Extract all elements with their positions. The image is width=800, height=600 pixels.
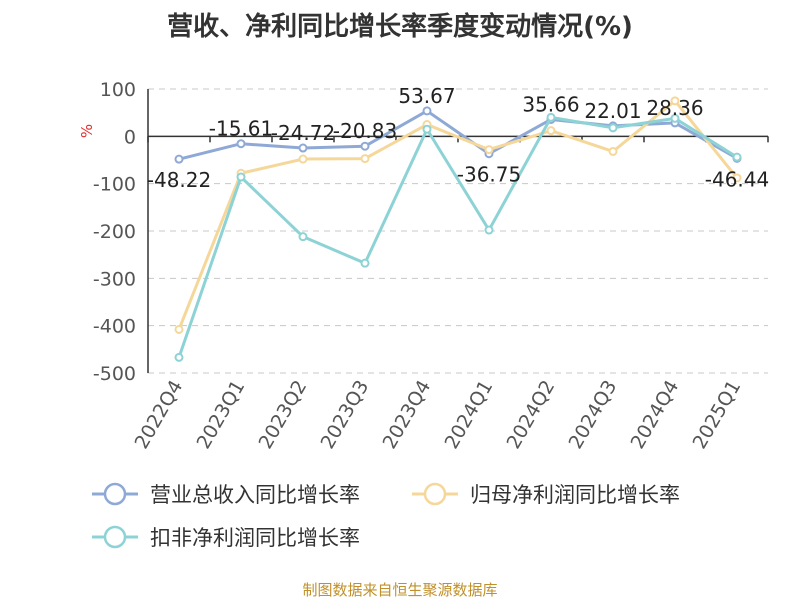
data-label: -15.61 (209, 117, 273, 141)
data-point (732, 173, 742, 183)
x-tick-label: 2024Q4 (627, 377, 684, 453)
data-label: 28.36 (646, 96, 703, 120)
chart-title: 营收、净利同比增长率季度变动情况(%) (167, 12, 633, 42)
data-label: -36.75 (457, 163, 521, 187)
data-point (174, 352, 184, 362)
x-tick-label: 2022Q4 (131, 377, 188, 453)
x-tick-label: 2024Q3 (565, 377, 622, 453)
y-axis-label: % (78, 124, 96, 138)
data-point (360, 258, 370, 268)
y-tick-label: -100 (93, 174, 136, 196)
series-line-2 (177, 99, 739, 331)
data-label: 22.01 (584, 99, 641, 123)
data-point (608, 123, 618, 133)
data-point (546, 126, 556, 136)
data-point (670, 113, 680, 123)
series-lines (174, 96, 742, 362)
data-point (236, 172, 246, 182)
data-label: -20.83 (333, 119, 397, 143)
series-line-3 (177, 115, 738, 358)
legend-marker (103, 482, 127, 506)
y-tick-label: -300 (93, 268, 136, 290)
data-point (298, 154, 308, 164)
data-label: 35.66 (522, 92, 579, 116)
x-tick-label: 2023Q2 (255, 377, 312, 453)
x-tick-label: 2024Q1 (441, 377, 498, 453)
x-tick-label: 2023Q3 (317, 377, 374, 453)
data-point (360, 141, 370, 151)
x-tick-label: 2025Q1 (689, 377, 746, 453)
legend-marker (103, 525, 127, 549)
data-label: -48.22 (147, 168, 211, 192)
grid-lines (148, 88, 768, 374)
legend-label: 归母净利润同比增长率 (470, 483, 680, 507)
data-point (422, 106, 432, 116)
legend-label: 营业总收入同比增长率 (150, 483, 360, 507)
data-point (484, 145, 494, 155)
data-point (484, 225, 494, 235)
data-label: -46.44 (705, 167, 769, 191)
y-tick-label: -200 (93, 221, 136, 243)
data-point (174, 154, 184, 164)
data-point (298, 232, 308, 242)
data-point (236, 139, 246, 149)
source-note: 制图数据来自恒生聚源数据库 (302, 581, 498, 599)
data-point (360, 154, 370, 164)
legend-label: 扣非净利润同比增长率 (150, 526, 360, 550)
data-point (670, 96, 680, 106)
y-tick-label: -500 (93, 363, 136, 385)
data-point (608, 146, 618, 156)
y-tick-label: 100 (100, 79, 136, 101)
x-tick-label: 2024Q2 (503, 377, 560, 453)
x-tick-label: 2023Q4 (379, 377, 436, 453)
x-tick-label: 2023Q1 (193, 377, 250, 453)
data-point (298, 143, 308, 153)
data-label: 53.67 (398, 84, 455, 108)
data-point (174, 324, 184, 334)
y-tick-label: -400 (93, 316, 136, 338)
data-point (732, 152, 742, 162)
data-label: -24.72 (271, 121, 335, 145)
legend-marker (423, 482, 447, 506)
data-point (546, 112, 556, 122)
y-tick-label: 0 (124, 126, 136, 148)
data-point (422, 124, 432, 134)
